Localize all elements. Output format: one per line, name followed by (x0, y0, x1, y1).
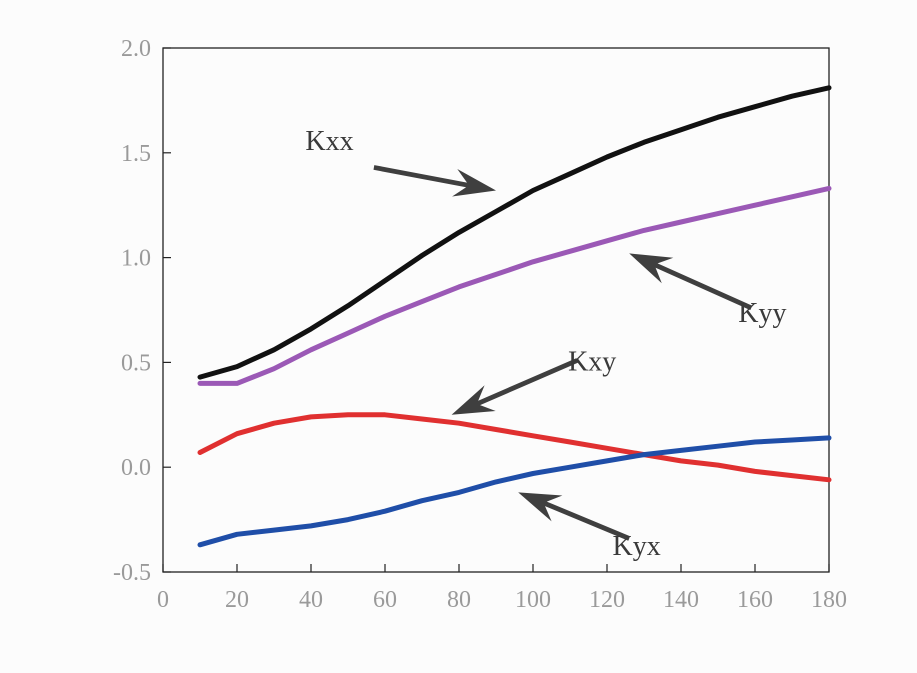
x-tick-label: 20 (225, 587, 249, 613)
y-tick-label: 0.0 (121, 455, 151, 481)
x-tick-label: 0 (157, 587, 169, 613)
annotation-label-kyx: Kyx (612, 531, 660, 562)
annotations: Kxx Kyy Kxy Kyx (305, 126, 786, 562)
annotation-label-kxx: Kxx (305, 126, 353, 157)
x-tick-label: 160 (737, 587, 773, 613)
series-line-kyx (197, 435, 832, 548)
ticks: 0 20 40 60 80 100 120 140 160 180 -0.5 0.0 0.5 1.0 1.5… (113, 36, 847, 613)
x-tick-label: 40 (299, 587, 323, 613)
x-tick-label: 180 (811, 587, 847, 613)
x-tick-label: 120 (589, 587, 625, 613)
series-line-kxy (197, 412, 832, 483)
y-tick-label: -0.5 (113, 560, 151, 586)
annotation-label-kyy: Kyy (738, 298, 786, 329)
annotation-arrow-kxy (451, 358, 579, 415)
x-tick-label: 60 (373, 587, 397, 613)
series-lines (197, 85, 832, 548)
y-tick-label: 1.5 (121, 141, 151, 167)
x-tick-label: 140 (663, 587, 699, 613)
annotation-label-kxy: Kxy (568, 346, 616, 377)
x-tick-label: 80 (447, 587, 471, 613)
annotation-arrow-kyy (629, 253, 753, 311)
y-tick-label: 2.0 (121, 36, 151, 62)
x-tick-label: 100 (515, 587, 551, 613)
y-tick-label: 0.5 (121, 350, 151, 376)
series-line-kxx (197, 85, 832, 380)
series-line-kyy (197, 185, 832, 386)
plot-frame (162, 47, 830, 573)
annotation-arrow-kxx (373, 165, 496, 197)
y-tick-label: 1.0 (121, 246, 151, 272)
annotation-arrow-kyx (518, 492, 631, 541)
